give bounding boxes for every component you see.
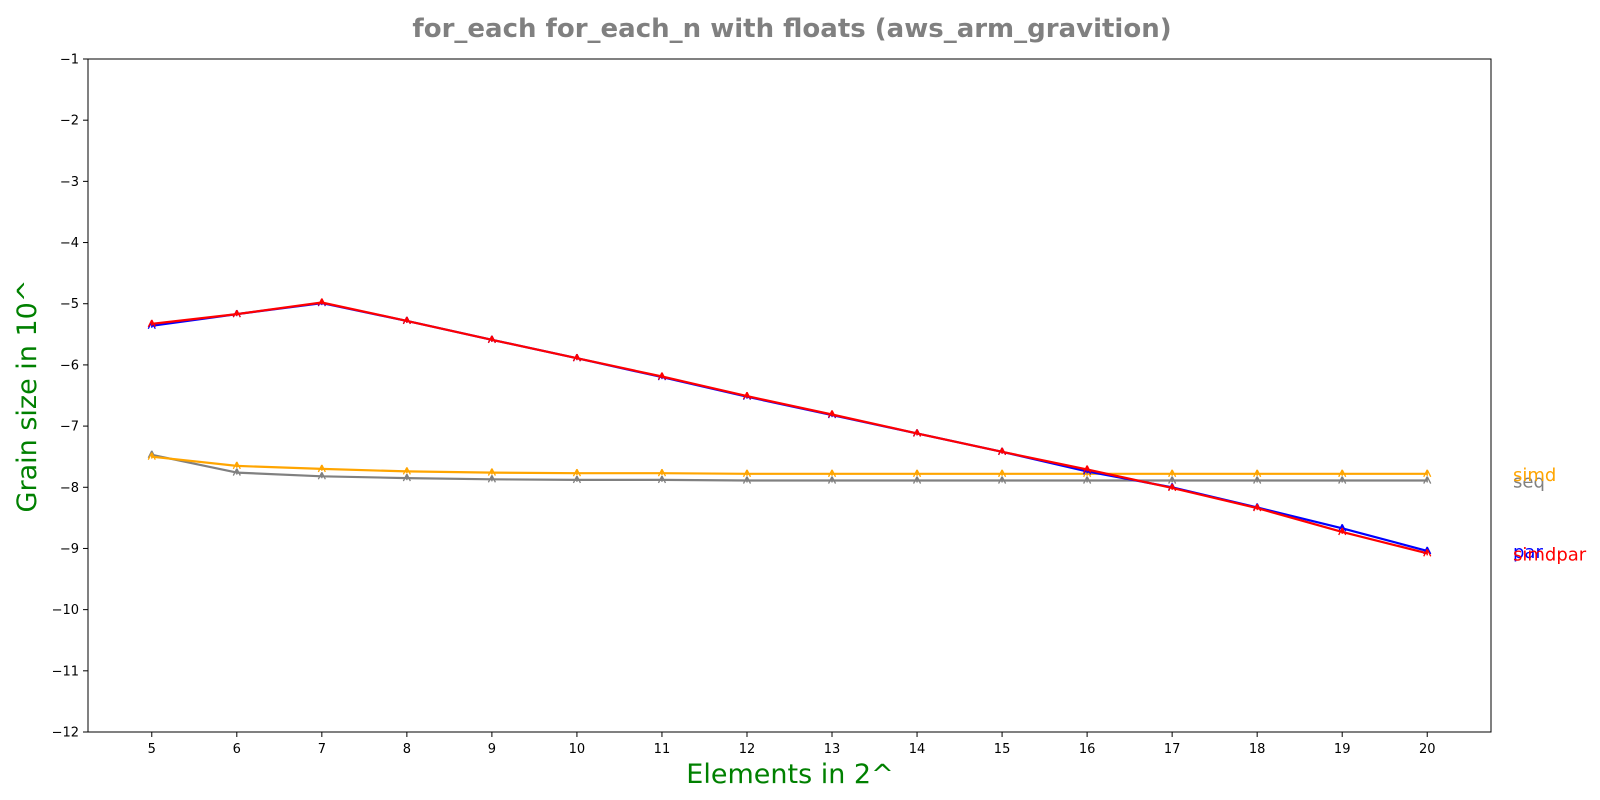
x-tick-label: 11 [654,742,671,757]
data-point [827,469,837,478]
data-point [1338,476,1347,484]
x-tick-label: 8 [403,742,411,757]
x-tick-label: 5 [148,742,156,757]
data-point [912,429,922,437]
data-point [742,476,752,484]
data-point [572,468,582,477]
plot-area [87,58,1492,733]
data-point [1168,476,1177,484]
data-point [1253,476,1262,484]
data-point [1423,549,1432,557]
data-point [572,475,582,484]
data-point [232,461,241,470]
series-layer [147,298,1432,557]
data-point [402,467,411,475]
data-point [1338,527,1347,536]
data-point [657,372,667,380]
legend-label-seq: seq [1513,472,1545,493]
x-tick-label: 7 [318,742,326,757]
x-tick-label: 19 [1334,742,1351,757]
data-point [147,452,156,460]
data-point [912,476,922,484]
data-point [1423,469,1432,478]
data-point [997,476,1007,484]
data-point [1253,503,1262,512]
data-point [572,353,582,362]
y-tick-label: −10 [52,603,79,618]
data-point [1168,469,1177,478]
data-point [317,464,326,473]
legend-label-simd: simd [1513,465,1556,486]
data-point [232,468,241,476]
data-point [487,475,496,483]
y-tick-label: −1 [60,53,79,68]
series-simdpar [147,298,1432,557]
data-point [657,468,667,477]
data-point [997,447,1007,456]
x-tick-label: 13 [824,742,841,757]
y-tick-label: −11 [52,664,79,679]
data-point [317,298,326,306]
y-tick-label: −3 [60,175,79,190]
y-tick-label: −9 [60,542,79,557]
data-point [742,391,752,400]
x-tick-label: 16 [1079,742,1096,757]
data-point [997,469,1007,478]
x-axis-label: Elements in 2^ [686,759,893,790]
data-point [487,335,496,344]
y-tick-label: −6 [60,358,79,373]
x-tick-label: 9 [488,742,496,757]
x-tick-label: 6 [233,742,241,757]
data-point [1423,476,1432,484]
x-tick-label: 20 [1419,742,1436,757]
y-tick-label: −4 [60,236,79,251]
series-line-simdpar [151,301,1428,555]
x-tick-label: 18 [1249,742,1266,757]
x-tick-label: 10 [569,742,586,757]
series-line-seq [151,453,1428,482]
data-point [827,410,837,418]
data-point [402,316,411,325]
y-tick-label: −8 [60,481,79,496]
y-axis-label: Grain size in 10^ [12,280,43,513]
legend-label-par: par [1513,542,1543,563]
data-point [317,471,326,480]
legend-label-simdpar: simdpar [1513,544,1587,565]
data-point [827,476,837,484]
data-point [1083,476,1092,484]
data-point [657,475,667,484]
series-line-simd [151,455,1428,475]
y-tick-label: −7 [60,420,79,435]
series-simd [147,452,1432,478]
chart-title: for_each for_each_n with floats (aws_arm… [412,14,1171,44]
data-point [742,469,752,478]
data-point [147,319,156,328]
y-tick-label: −12 [52,726,79,741]
data-point [1168,483,1177,492]
data-point [1083,465,1092,473]
y-axis: −1 −2 −3 −4 −5 −6 −7 −8 −9 −10 −11 −12 [52,53,88,741]
data-point [1338,469,1347,478]
x-tick-label: 14 [909,742,926,757]
y-tick-label: −5 [60,297,79,312]
x-tick-label: 17 [1164,742,1181,757]
data-point [232,309,241,318]
x-tick-label: 15 [994,742,1011,757]
series-seq [147,450,1432,484]
data-point [402,473,411,482]
data-point [1253,469,1262,478]
data-point [912,469,922,478]
x-tick-label: 12 [739,742,756,757]
data-point [487,468,496,476]
y-tick-label: −2 [60,114,79,129]
x-axis: 5 6 7 8 9 10 11 12 13 14 15 16 17 18 19 20 [148,732,1436,757]
